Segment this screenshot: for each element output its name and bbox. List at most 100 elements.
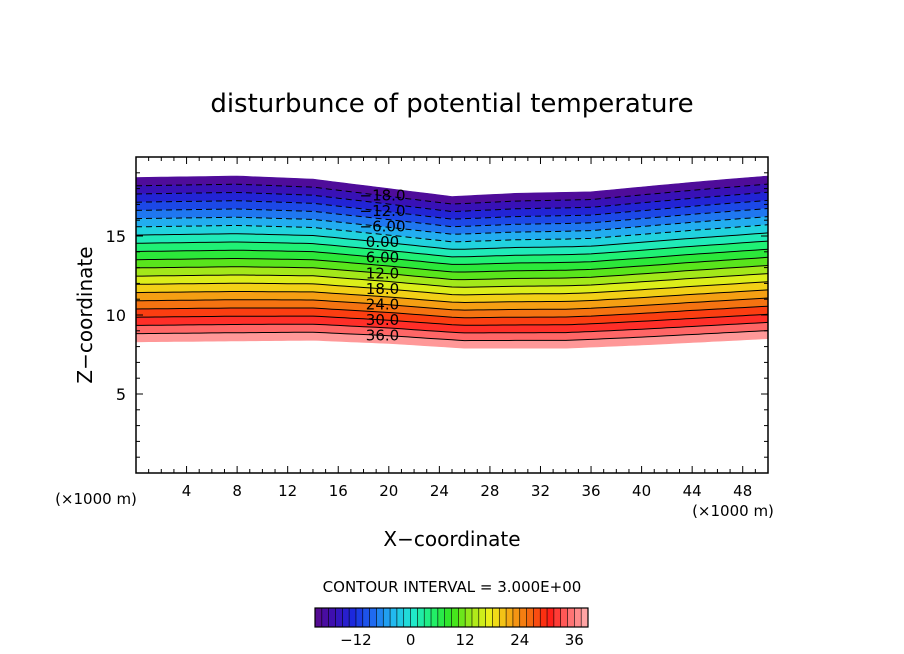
contour-line (136, 232, 768, 250)
colorbar-segment (547, 608, 555, 627)
contour-line (136, 305, 768, 319)
colorbar (314, 607, 589, 628)
x-tick-label: 4 (182, 482, 192, 500)
colorbar-segment (376, 608, 384, 627)
contour-label: 6.00 (366, 249, 399, 267)
contour-interval-text: CONTOUR INTERVAL = 3.000E+00 (323, 578, 582, 596)
colorbar-segment (540, 608, 548, 627)
colorbar-segment (410, 608, 418, 627)
contour-line (136, 183, 768, 205)
colorbar-segment (506, 608, 514, 627)
contour-labels: −18.0−12.0−6.000.006.0012.018.024.030.03… (360, 187, 406, 345)
contour-line (136, 256, 768, 273)
contour-line (136, 216, 768, 235)
colorbar-tick-label: 24 (510, 631, 529, 649)
colorbar-tick-label: −12 (340, 631, 372, 649)
colorbar-segment (342, 608, 350, 627)
colorbar-segment (471, 608, 480, 627)
contour-line (136, 199, 768, 220)
colorbar-segment (560, 608, 568, 627)
colorbar-segment (431, 608, 439, 627)
contour-line (136, 240, 768, 258)
colorbar-segment (335, 608, 343, 627)
colorbar-segment (451, 608, 459, 627)
colorbar-segment (417, 608, 425, 627)
contour-label: 36.0 (366, 326, 399, 344)
colorbar-tick-label: 12 (456, 631, 475, 649)
contour-line (136, 265, 768, 281)
x-axis: 4 8 12 16 20 24 28 32 36 40 44 48 (135, 157, 769, 500)
colorbar-segment (369, 608, 377, 627)
x-tick-label: 16 (329, 482, 348, 500)
colorbar-segment (574, 608, 582, 627)
y-tick-label: 5 (116, 385, 126, 404)
colorbar-segment (526, 608, 534, 627)
colorbar-segment (390, 608, 398, 627)
y-tick-label: 15 (106, 227, 126, 246)
x-tick-label: 48 (733, 482, 752, 500)
colorbar-segment (444, 608, 452, 627)
contour-label: 18.0 (366, 280, 399, 298)
colorbar-segment (315, 608, 323, 627)
x-axis-label: X−coordinate (383, 527, 520, 551)
contour-field (136, 175, 768, 349)
x-tick-label: 44 (683, 482, 702, 500)
x-tick-label: 20 (379, 482, 398, 500)
colorbar-segment (533, 608, 541, 627)
colorbar-segment (437, 608, 445, 627)
colorbar-frame (314, 607, 589, 628)
colorbar-segment (512, 608, 521, 627)
contour-line (136, 330, 768, 342)
colorbar-segment (567, 608, 575, 627)
contour-line (136, 248, 768, 265)
contour-label: −12.0 (360, 202, 406, 220)
contour-label: −6.00 (360, 218, 406, 236)
colorbar-segment (499, 608, 507, 627)
contour-label: 0.00 (366, 233, 399, 251)
colorbar-tick-label: 0 (406, 631, 416, 649)
contour-line (136, 281, 768, 296)
contour-label: −18.0 (360, 187, 406, 205)
colorbar-ticks: −12 0 12 24 36 (340, 631, 584, 649)
contour-label: 24.0 (366, 295, 399, 313)
y-axis: 5 10 15 (106, 156, 768, 474)
contour-line (136, 313, 768, 326)
colorbar-segment (458, 608, 466, 627)
x-tick-label: 8 (232, 482, 242, 500)
x-tick-label: 28 (480, 482, 499, 500)
colorbar-segment (403, 608, 411, 627)
colorbar-segment (492, 608, 500, 627)
colorbar-segment (485, 608, 493, 627)
colorbar-segment (424, 608, 432, 627)
colorbar-tick-label: 36 (565, 631, 584, 649)
x-tick-label: 32 (531, 482, 550, 500)
colorbar-segment (362, 608, 370, 627)
x-tick-label: 12 (278, 482, 297, 500)
colorbar-segment (349, 608, 357, 627)
colorbar-segment (519, 608, 527, 627)
contour-label: 30.0 (366, 311, 399, 329)
colorbar-segment (355, 608, 364, 627)
colorbar-segment (328, 608, 336, 627)
contour-line (136, 273, 768, 288)
contour-line (136, 208, 768, 228)
x-tick-label: 40 (632, 482, 651, 500)
x-unit-left: (×1000 m) (55, 490, 137, 508)
x-unit-right: (×1000 m) (692, 502, 774, 520)
contour-line (136, 224, 768, 243)
contour-lines (136, 183, 768, 342)
colorbar-segment (553, 608, 562, 627)
colorbar-segment (383, 608, 391, 627)
contour-line (136, 321, 768, 334)
colorbar-segment (465, 608, 473, 627)
colorbar-segment (396, 608, 405, 627)
y-axis-label: Z−coordinate (73, 246, 97, 383)
y-tick-label: 10 (106, 306, 126, 325)
contour-line (136, 191, 768, 213)
colorbar-segment (478, 608, 486, 627)
chart-title: disturbunce of potential temperature (210, 89, 693, 119)
contour-line (136, 297, 768, 311)
x-tick-label: 24 (430, 482, 449, 500)
contour-label: 12.0 (366, 264, 399, 282)
